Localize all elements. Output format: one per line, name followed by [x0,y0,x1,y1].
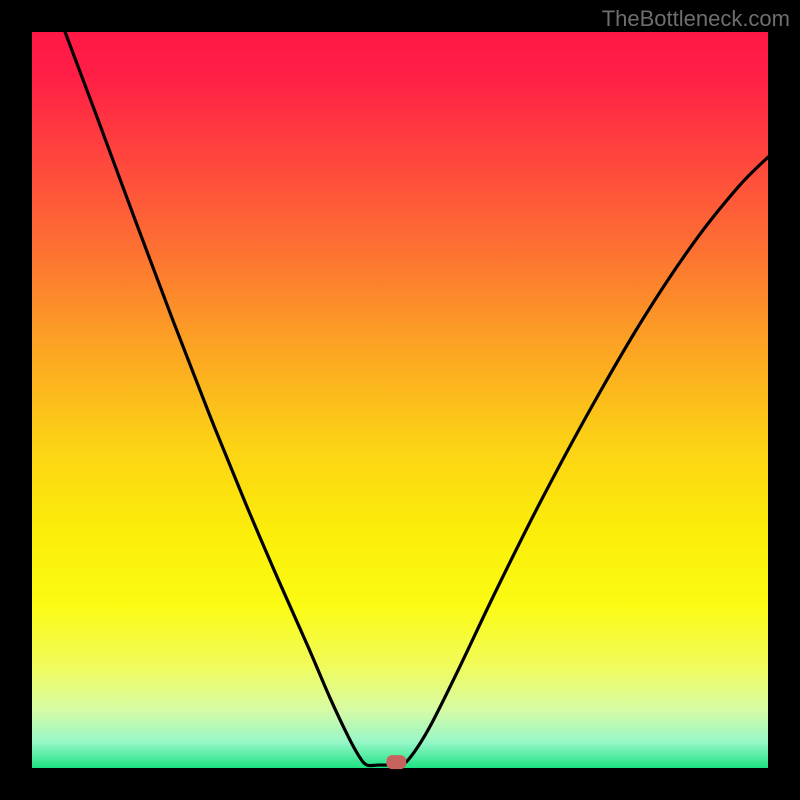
gradient-background [32,32,768,768]
optimal-point-marker [386,755,406,769]
watermark-text: TheBottleneck.com [602,6,790,32]
bottleneck-chart [0,0,800,800]
